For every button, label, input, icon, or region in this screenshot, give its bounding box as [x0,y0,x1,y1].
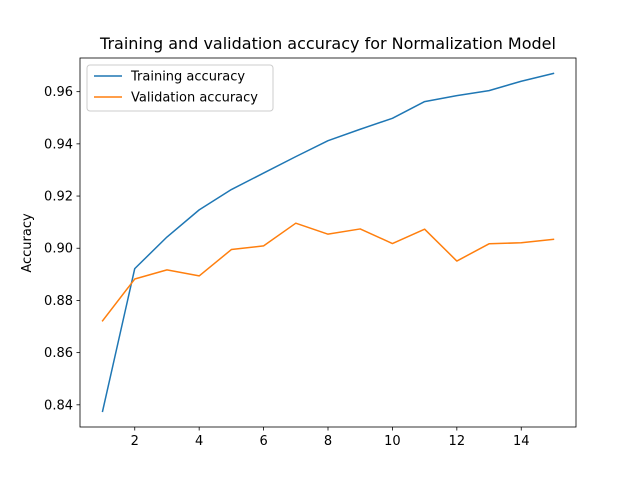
y-tick-label: 0.84 [44,398,73,413]
x-tick-label: 2 [131,434,139,449]
plot-area: 2 4 6 8 10 12 14 0.84 0.86 0.88 0.90 0.92 0.94 0.96 [44,57,577,449]
y-tick-label: 0.92 [44,190,73,205]
legend: Training accuracy Validation accuracy [86,64,274,112]
chart-title: Training and validation accuracy for Nor… [99,34,556,53]
legend-label: Training accuracy [130,70,245,85]
axes-frame [79,57,577,428]
series-line-validation-accuracy [101,222,555,322]
y-axis-label: Accuracy [20,213,35,273]
legend-label: Validation accuracy [131,91,258,106]
x-tick-label: 6 [259,434,267,449]
series-line-training-accuracy [101,72,555,413]
y-tick-label: 0.94 [44,137,73,152]
x-tick-label: 4 [195,434,203,449]
y-tick-label: 0.86 [44,346,73,361]
x-tick-label: 10 [384,434,401,449]
x-tick-label: 12 [449,434,466,449]
x-tick-label: 14 [513,434,530,449]
y-tick-label: 0.88 [44,294,73,309]
x-tick-label: 8 [324,434,332,449]
y-tick-label: 0.90 [44,242,73,257]
legend-box [86,64,274,112]
y-tick-label: 0.96 [44,85,73,100]
